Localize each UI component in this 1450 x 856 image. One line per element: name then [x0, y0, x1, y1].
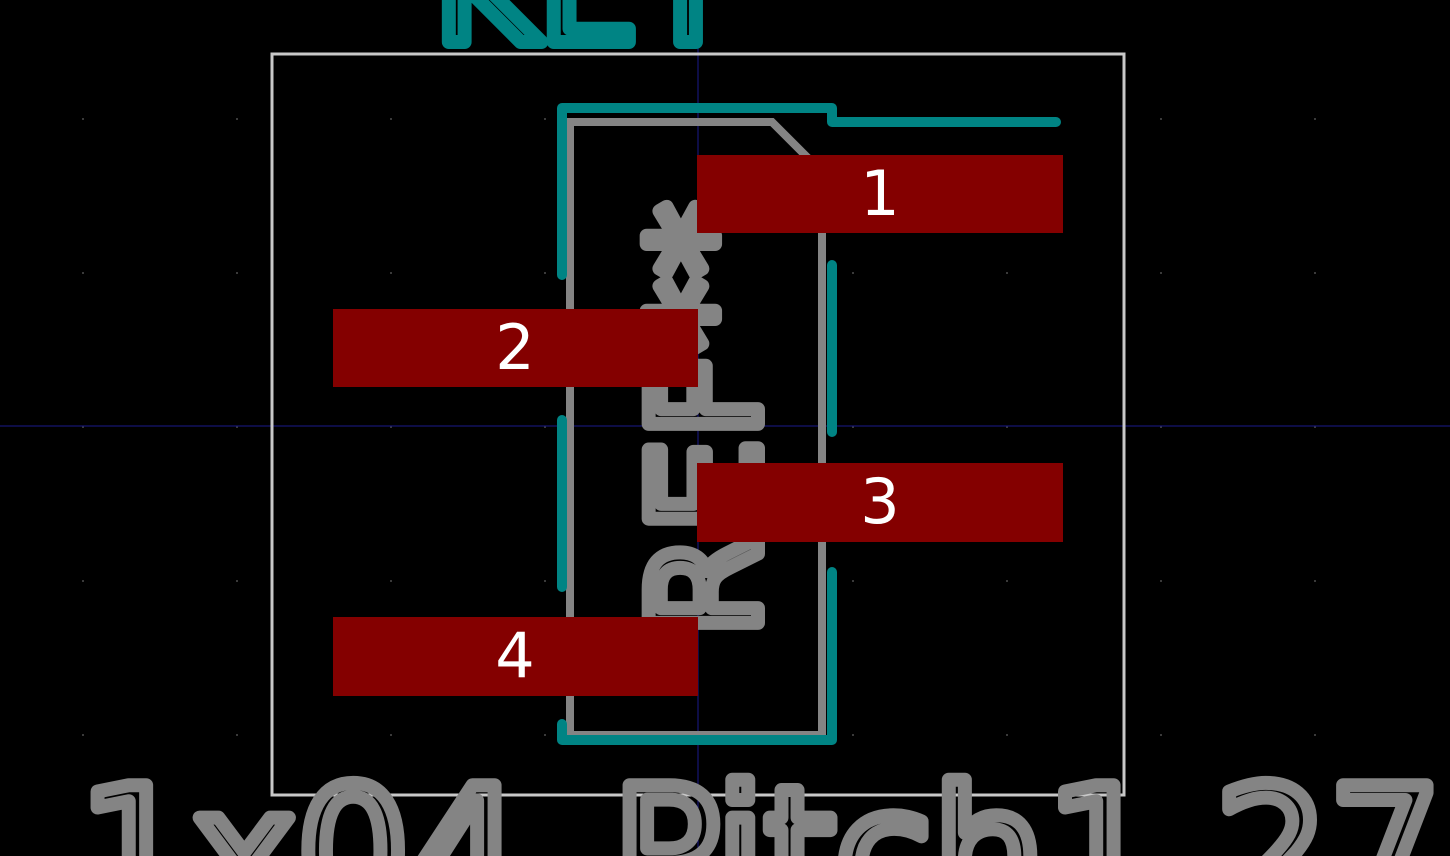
courtyard-outline	[270, 52, 1126, 797]
grid-dot	[852, 580, 854, 582]
grid-dot	[1314, 580, 1316, 582]
grid-dot	[236, 426, 238, 428]
grid-dot	[82, 426, 84, 428]
grid-dot	[82, 118, 84, 120]
grid-dot	[236, 580, 238, 582]
pad-number: 4	[495, 619, 534, 692]
grid-dot	[1160, 426, 1162, 428]
grid-dot	[1006, 734, 1008, 736]
pad-1[interactable]: 1	[697, 155, 1063, 233]
silkscreen-outline	[557, 103, 1061, 745]
grid-dot	[852, 734, 854, 736]
grid-dot	[1160, 118, 1162, 120]
grid-dot	[698, 272, 700, 274]
pad-2[interactable]: 2	[333, 309, 698, 387]
grid-dot	[390, 580, 392, 582]
silk-line-bottom	[557, 567, 837, 745]
grid-dot	[1314, 272, 1316, 274]
top-label-text: KEY	[433, 0, 738, 80]
grid-dot	[544, 272, 546, 274]
grid-dot	[390, 272, 392, 274]
grid-dot	[1160, 272, 1162, 274]
grid-dot	[236, 272, 238, 274]
grid-dot	[544, 580, 546, 582]
grid-dot	[544, 426, 546, 428]
grid-dot	[82, 272, 84, 274]
grid-dot	[1314, 734, 1316, 736]
pad-number: 2	[495, 311, 534, 384]
grid-dot	[544, 734, 546, 736]
grid-dot	[852, 426, 854, 428]
grid-dot	[698, 580, 700, 582]
reference-designator-text: REF**	[620, 202, 794, 637]
grid-dot	[390, 734, 392, 736]
grid-dot	[544, 118, 546, 120]
grid-dot	[1006, 272, 1008, 274]
grid-dot	[1006, 580, 1008, 582]
pads: 1 2 3 4	[333, 155, 1063, 696]
grid-dot	[236, 118, 238, 120]
grid-dot	[236, 734, 238, 736]
pad-3[interactable]: 3	[697, 463, 1063, 542]
grid-dot	[390, 426, 392, 428]
grid-dot	[82, 580, 84, 582]
pad-4[interactable]: 4	[333, 617, 698, 696]
grid-dot	[698, 426, 700, 428]
grid-dot	[1314, 118, 1316, 120]
grid-dot	[1160, 580, 1162, 582]
footprint-value-text: 1x04_Pitch1.27	[78, 750, 1442, 856]
pad-number: 1	[860, 157, 899, 230]
grid-dot	[1314, 426, 1316, 428]
grid-dot	[82, 734, 84, 736]
pad-number: 3	[860, 465, 899, 538]
grid-dot	[390, 118, 392, 120]
grid-dot	[1160, 734, 1162, 736]
grid-dot	[852, 272, 854, 274]
grid-dot	[1006, 426, 1008, 428]
silk-line-top	[557, 103, 1061, 280]
top-label-silkscreen: KEY	[426, 0, 745, 87]
